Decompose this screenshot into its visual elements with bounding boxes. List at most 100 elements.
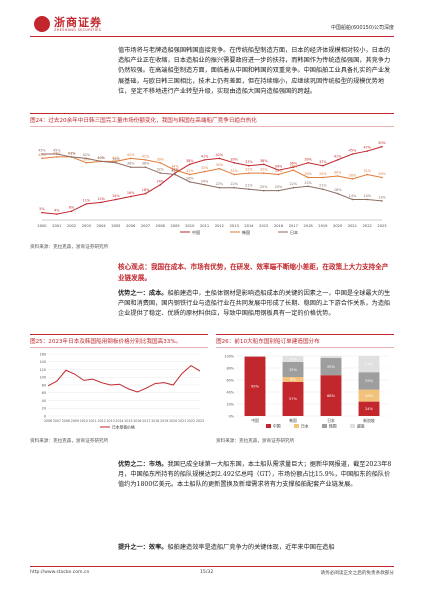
- fig26-bar-segment: [282, 381, 304, 416]
- fig26-bar-label: 68%: [327, 394, 336, 398]
- fig24-data-label: 43%: [68, 151, 76, 155]
- fig26-bar-label: 27%: [365, 362, 374, 366]
- fig24-legend: 中国 韩国 日本: [180, 229, 298, 235]
- advantage-market-paragraph: 优势之二：市场。我国已成全球第一大船东国，本土船队需求量巨大；据新华网报道，截至…: [118, 460, 394, 491]
- fig25-y-tick: 120: [40, 368, 46, 372]
- fig26-y-tick: 0%: [229, 414, 235, 418]
- fig24-point: [233, 162, 235, 164]
- fig24-point: [41, 211, 43, 214]
- fig24-x-tick: 2017: [289, 224, 298, 228]
- brand-name-en: ZHESHANG SECURITIES: [54, 28, 102, 32]
- fig24-data-label: 40%: [97, 156, 105, 160]
- fig25-y-tick: 100: [40, 376, 46, 380]
- fig24-data-label: 24%: [156, 179, 164, 183]
- fig24-data-label: 39%: [304, 157, 312, 161]
- footer-divider: [30, 566, 394, 567]
- fig26-category-label: 日本: [327, 418, 335, 423]
- fig26-legend-swatch: [322, 424, 327, 428]
- fig24-data-label: 43%: [68, 151, 76, 155]
- fig24-point: [189, 181, 191, 183]
- fig26-bar-segment: [320, 375, 342, 416]
- fig25-x-tick: 2015: [124, 419, 132, 423]
- fig24-point: [292, 166, 295, 168]
- fig24-x-tick: 2000: [37, 224, 47, 228]
- fig24-data-label: 38%: [260, 159, 268, 163]
- fig24-point: [70, 156, 73, 158]
- fig24-x-tick: 2016: [274, 224, 284, 228]
- footer-url[interactable]: http://www.stocke.com.cn: [30, 570, 90, 575]
- fig24-point: [381, 200, 383, 202]
- fig24-point: [307, 162, 309, 164]
- fig26-legend-label: 韩国: [329, 424, 337, 429]
- fig25-x-tick: 2019: [160, 419, 168, 423]
- advantage-market-lead: 优势之二：市场。: [118, 461, 168, 468]
- fig26-legend-swatch: [266, 424, 271, 428]
- fig24-source: 资料来源：克拉克森，浙商证券研究所: [30, 245, 109, 250]
- fig25-x-tick: 2023: [196, 419, 204, 423]
- fig24-data-label: 12%: [97, 197, 105, 201]
- fig24-point: [85, 157, 88, 160]
- fig24-point: [218, 157, 221, 160]
- fig24-caption: 图24：过去20余年中日韩三国完工量市场份额变化，我国与韩国在高端船厂竞争日趋白…: [30, 118, 257, 124]
- fig24-legend-label: 韩国: [242, 229, 250, 235]
- fig24-point: [351, 153, 354, 155]
- fig26-caption-rule: [216, 334, 394, 335]
- fig24-point: [159, 184, 162, 186]
- core-view: 核心观点：我国在成本、市场有优势，在研发、效率端不断缩小差距，在政策上大力支持全…: [118, 263, 389, 282]
- fig24-data-label: 14%: [112, 194, 120, 198]
- fig26-legend-swatch: [294, 424, 299, 428]
- fig24-data-label: 32%: [245, 168, 253, 172]
- fig24-data-label: 40%: [97, 156, 105, 160]
- fig24-data-label: 21%: [245, 184, 253, 188]
- fig24-point: [336, 175, 339, 177]
- fig24-data-label: 24%: [201, 179, 209, 183]
- fig26-legend-label: 越南: [357, 424, 365, 429]
- fig24-series-line: [42, 153, 383, 202]
- fig24-point: [292, 186, 295, 189]
- fig24-data-label: 47%: [363, 146, 371, 150]
- fig24-point: [55, 153, 58, 155]
- fig24-point: [381, 145, 383, 148]
- fig24-point: [322, 188, 324, 190]
- fig25-x-tick: 2007: [53, 419, 61, 423]
- fig24-point: [233, 186, 235, 189]
- fig24-data-label: 16%: [127, 191, 135, 195]
- fig26-bar-segment: [282, 356, 304, 362]
- fig25-y-tick: 160: [40, 352, 46, 356]
- fig24-point: [366, 150, 369, 152]
- fig26-bar-segment: [320, 356, 342, 358]
- fig26-legend-label: 日本: [301, 424, 309, 429]
- intro-paragraph: 值市场将与老牌造船强国韩国直接竞争。在传统船型制造方面，日本的经济体规模相对较小…: [118, 47, 391, 95]
- fig24-point: [322, 176, 324, 179]
- fig24-series: 5%4%6%11%12%14%16%18%24%32%38%41%42%39%3…: [38, 141, 387, 215]
- fig26-bar-label: 24%: [365, 407, 374, 411]
- fig24-point: [129, 195, 132, 198]
- fig24-data-label: 13%: [378, 195, 386, 199]
- fig26-bar-segment: [244, 356, 266, 357]
- fig24-x-tick: 2020: [333, 224, 343, 228]
- fig24-point: [189, 163, 191, 166]
- fig25-x-tick: 2011: [89, 419, 97, 423]
- fig24-data-label: 33%: [201, 166, 209, 170]
- fig24-point: [248, 188, 250, 190]
- fig25-x-tick: 2022: [187, 419, 195, 423]
- fig25-y-tick: 20: [42, 407, 46, 411]
- fig24-x-tick: 2022: [363, 224, 372, 228]
- fig24-data-label: 36%: [142, 162, 150, 166]
- fig24-data-label: 18%: [142, 188, 150, 192]
- fig26-bar-label: 57%: [289, 397, 298, 401]
- fig24-point: [381, 176, 383, 179]
- fig24-point: [248, 164, 250, 167]
- fig24-point: [144, 166, 147, 168]
- fig24-data-label: 40%: [112, 156, 120, 160]
- fig24-series-line: [41, 146, 383, 215]
- advantage-market-text: 我国已成全球第一大船东国，本土船队需求量巨大；据新华网报道，截至2023年8月，…: [118, 461, 392, 489]
- fig26-bar-label: 29%: [365, 379, 374, 383]
- fig24-data-label: 41%: [201, 154, 209, 158]
- fig24-point: [277, 189, 280, 192]
- fig25-y-tick: 140: [40, 360, 46, 364]
- fig24-data-label: 34%: [275, 165, 283, 169]
- fig26-y-tick: 60%: [226, 378, 234, 382]
- fig24-point: [366, 198, 369, 201]
